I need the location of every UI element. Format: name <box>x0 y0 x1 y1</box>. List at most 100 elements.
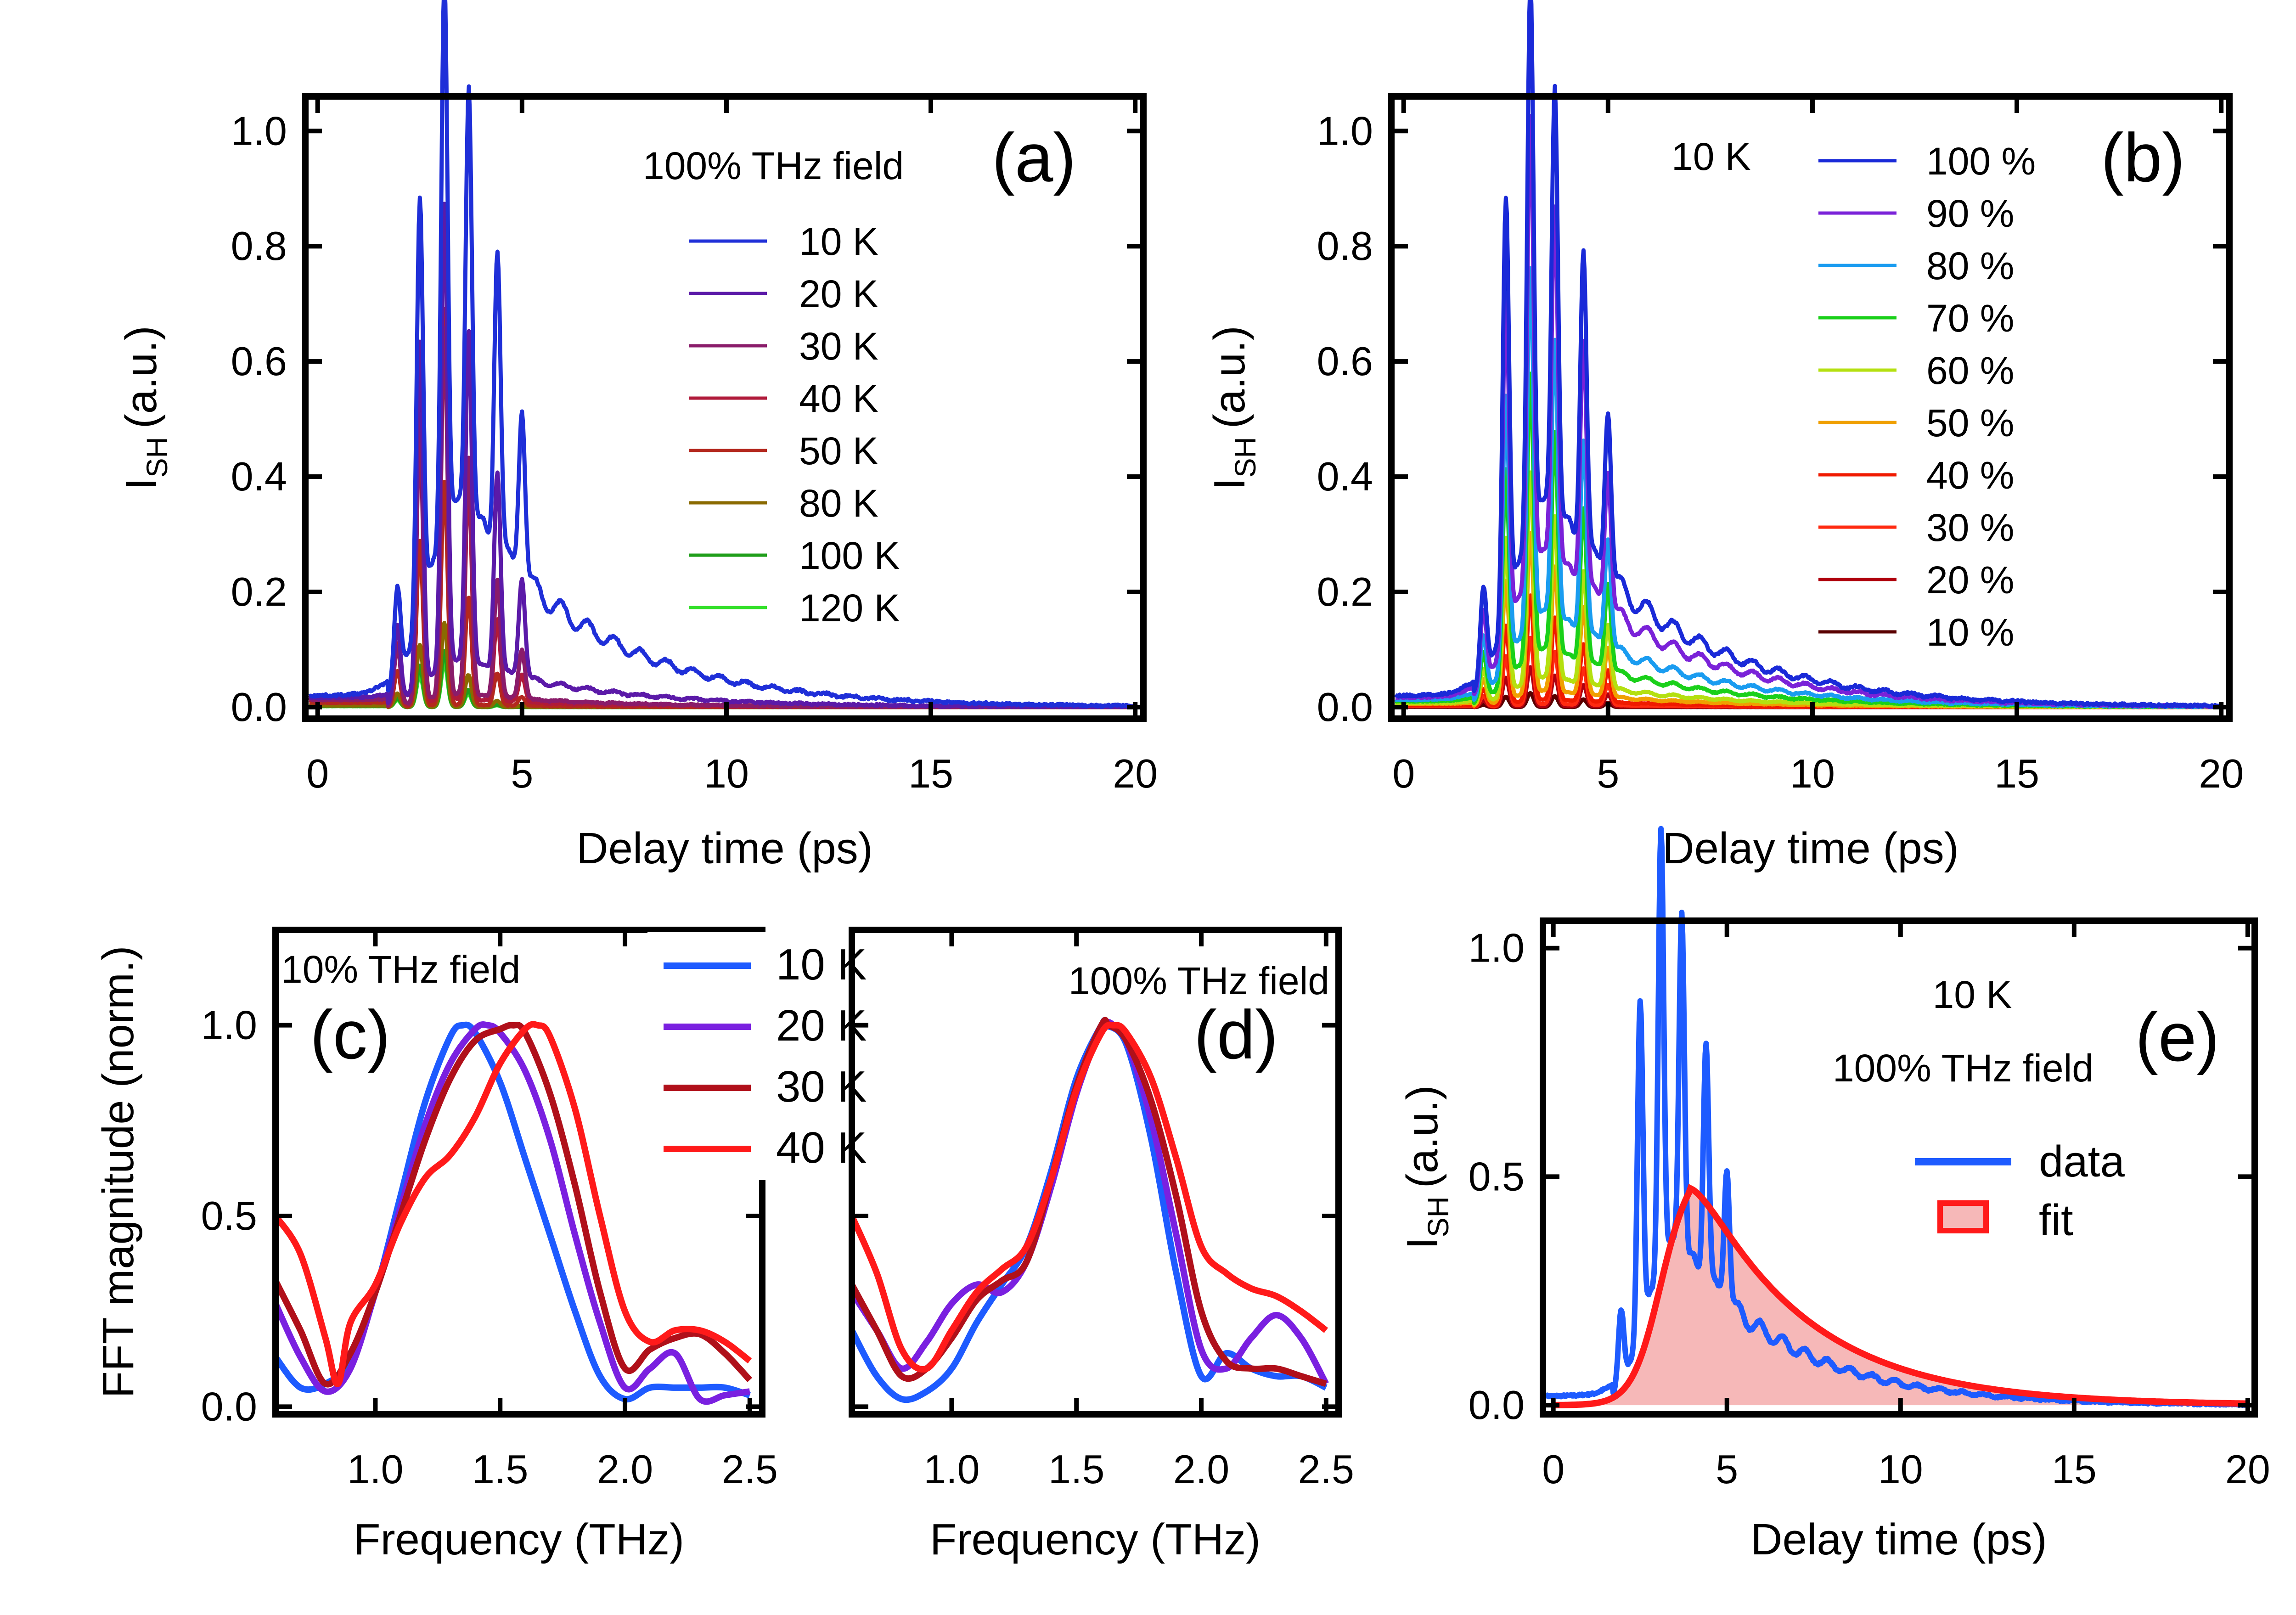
trace-b-100 <box>1394 0 2223 709</box>
xtick-label-a: 15 <box>908 751 953 796</box>
legend-label-fit: fit <box>2039 1196 2073 1245</box>
panel-a-annotation: 100% THz field <box>643 144 904 187</box>
trace-a-40K <box>308 307 1137 709</box>
panel-d-frame <box>849 927 1342 1418</box>
ytick-label-a: 0.0 <box>231 684 287 730</box>
xtick-label-a: 0 <box>306 751 329 796</box>
xtick-label-e: 10 <box>1878 1446 1923 1492</box>
ytick-label-e: 1.0 <box>1469 925 1525 971</box>
panel-d-annotation: 100% THz field <box>1069 959 1329 1002</box>
legend-label-b: 30 % <box>1926 506 2014 549</box>
xtick-label-c: 1.5 <box>472 1446 528 1492</box>
panel-c-xlabel: Frequency (THz) <box>354 1515 684 1564</box>
panel-e-ylabel: ISH (a.u.) <box>1398 1085 1455 1249</box>
ytick-label-b: 0.2 <box>1317 569 1373 614</box>
panel-c-series <box>276 1021 752 1405</box>
panel-b-label: (b) <box>2101 119 2185 196</box>
panel-a-series <box>308 0 1137 709</box>
panel-c-annotation: 10% THz field <box>281 948 520 991</box>
legend-label-b: 60 % <box>1926 349 2014 392</box>
legend-label-a: 80 K <box>799 482 878 525</box>
ytick-label-b: 0.6 <box>1317 338 1373 384</box>
panel-a-ylabel-main: I <box>117 478 166 490</box>
panel-a-label: (a) <box>992 119 1076 196</box>
legend-background-c <box>647 932 852 1180</box>
fit-fill <box>1553 1188 2248 1406</box>
ytick-label-c: 0.5 <box>201 1193 257 1238</box>
panel-b-legend: 100 % 90 % 80 % 70 % 60 % 50 % 40 % 30 % 20 % 10 … <box>1818 140 2036 654</box>
panel-c: 1.0 1.5 2.0 2.50.00.51.0 (c) 10% THz field … <box>94 927 867 1564</box>
legend-label-a: 20 K <box>799 272 878 315</box>
xtick-label-a: 20 <box>1113 751 1158 796</box>
ytick-label-e: 0.5 <box>1469 1154 1525 1199</box>
legend-label-a: 120 K <box>799 586 900 630</box>
panel-e-ylabel-unit: (a.u.) <box>1398 1085 1447 1188</box>
ytick-label-c: 1.0 <box>201 1002 257 1048</box>
legend-label-b: 10 % <box>1926 611 2014 654</box>
panel-b-ylabel: ISH (a.u.) <box>1205 326 1262 490</box>
panel-e-label: (e) <box>2135 998 2219 1075</box>
panel-e-ylabel-sub: SH <box>1422 1196 1455 1237</box>
legend-label-data: data <box>2039 1137 2125 1186</box>
panel-b-ylabel-unit: (a.u.) <box>1205 326 1254 428</box>
panel-b-xlabel: Delay time (ps) <box>1662 824 1958 873</box>
trace-a-10K <box>308 0 1137 709</box>
legend-label-b: 20 % <box>1926 558 2014 602</box>
xtick-label-c: 2.0 <box>597 1446 653 1492</box>
ytick-label-b: 0.0 <box>1317 684 1373 730</box>
xtick-label-d: 2.0 <box>1173 1446 1229 1492</box>
panel-c-ylabel: FFT magnitude (norm.) <box>94 945 143 1398</box>
xtick-label-d: 1.0 <box>923 1446 979 1492</box>
panel-e: 0 5 10 15 20 0.0 0.5 1.0 (e) 10 K 100% THz fiel… <box>1398 826 2270 1564</box>
panel-a-ylabel-sub: SH <box>141 437 174 478</box>
panel-a: 0 5 10 15 20 0.0 0.2 0.4 0.6 0.8 1.0 (a) 100% THz … <box>117 0 1158 873</box>
legend-label-b: 70 % <box>1926 297 2014 340</box>
fit-curve <box>1553 1184 2246 1408</box>
panel-c-ticks: 1.0 1.5 2.0 2.5 0.0 0.5 1.0 <box>201 930 778 1492</box>
xtick-label-e: 0 <box>1542 1446 1564 1492</box>
xtick-label-d: 1.5 <box>1048 1446 1104 1492</box>
ytick-label-a: 0.8 <box>231 223 287 269</box>
fft-c-20K <box>276 1021 750 1405</box>
panel-a-xlabel: Delay time (ps) <box>576 824 872 873</box>
legend-label-a: 100 K <box>799 534 900 577</box>
legend-label-a: 30 K <box>799 325 878 368</box>
trace-b-90 <box>1394 114 2223 709</box>
svg-text:ISH(a.u.): ISH (a.u.) <box>117 326 174 490</box>
ytick-label-a: 1.0 <box>231 108 287 153</box>
xtick-label-d: 2.5 <box>1298 1446 1354 1492</box>
ytick-label-b: 0.4 <box>1317 454 1373 499</box>
legend-label-b: 50 % <box>1926 401 2014 445</box>
panel-b-annotation: 10 K <box>1671 135 1751 178</box>
xtick-label-c: 1.0 <box>347 1446 403 1492</box>
trace-b-80 <box>1394 266 2223 709</box>
xtick-label-a: 10 <box>704 751 749 796</box>
panel-b: 0 5 10 15 20 0.0 0.2 0.4 0.6 0.8 1.0 (b) 10 K Dela… <box>1205 0 2244 873</box>
ytick-label-b: 1.0 <box>1317 108 1373 153</box>
panel-a-ylabel-unit: (a.u.) <box>117 326 166 428</box>
legend-label-a: 50 K <box>799 429 878 473</box>
panel-c-legend: 10 K20 K30 K40 K <box>647 932 867 1180</box>
panel-d-ticks: 1.0 1.5 2.0 2.5 <box>852 930 1354 1492</box>
fft-c-30K <box>276 1022 752 1388</box>
legend-label-b: 40 % <box>1926 454 2014 497</box>
xtick-label-b: 20 <box>2199 751 2244 796</box>
trace-b-70 <box>1394 371 2223 709</box>
trace-b-40 <box>1394 593 2223 709</box>
legend-swatch-fit <box>1937 1200 1989 1233</box>
panel-a-ylabel: ISH (a.u.) <box>117 326 174 490</box>
legend-label-a: 40 K <box>799 377 878 420</box>
xtick-label-e: 5 <box>1716 1446 1738 1492</box>
legend-label-a: 10 K <box>799 220 878 263</box>
legend-label-b: 80 % <box>1926 244 2014 287</box>
fft-c-40K <box>276 1021 752 1387</box>
panel-e-annotation-temp: 10 K <box>1933 973 2012 1016</box>
panel-e-legend: data fit <box>1915 1137 2125 1245</box>
legend-label-b: 90 % <box>1926 192 2014 235</box>
xtick-label-e: 20 <box>2225 1446 2270 1492</box>
panel-b-series <box>1394 0 2223 709</box>
panel-d-xlabel: Frequency (THz) <box>930 1515 1261 1564</box>
ytick-label-b: 0.8 <box>1317 223 1373 269</box>
panel-a-ticks: 0 5 10 15 20 0.0 0.2 0.4 0.6 0.8 1.0 <box>231 96 1158 796</box>
